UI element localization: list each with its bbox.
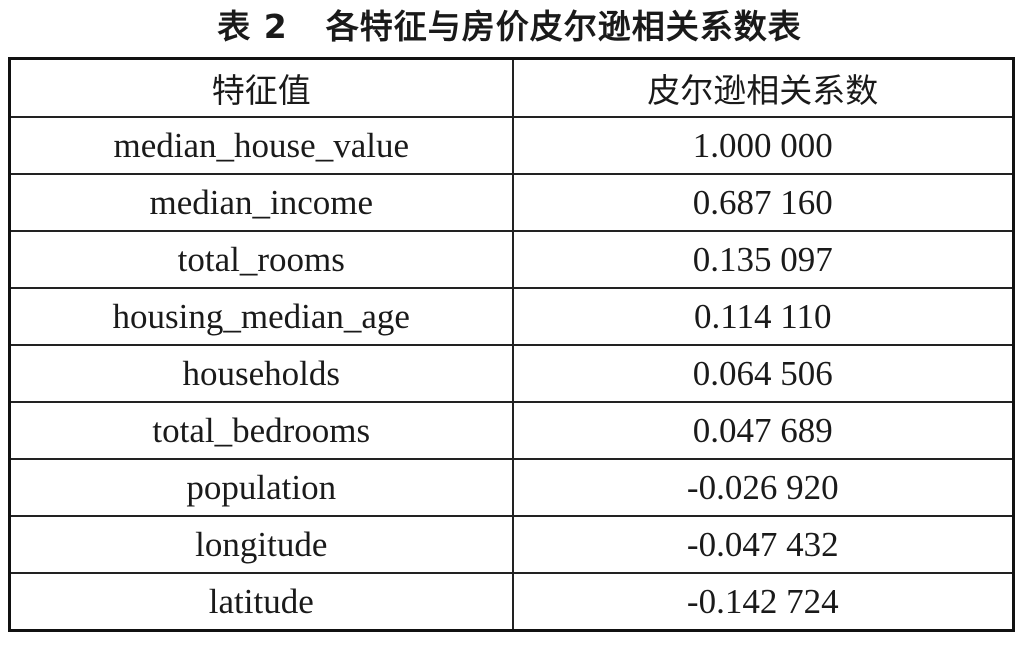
feature-cell: population [8,458,514,517]
table-row: housing_median_age 0.114 110 [8,287,1015,346]
coefficient-cell: 0.047 689 [511,401,1015,460]
header-row: 特征值 皮尔逊相关系数 [8,57,1015,118]
coefficient-cell: 0.064 506 [511,344,1015,403]
feature-cell: total_bedrooms [8,401,514,460]
table-row: population -0.026 920 [8,458,1015,517]
header-coefficient: 皮尔逊相关系数 [511,57,1015,118]
feature-cell: total_rooms [8,230,514,289]
coefficient-cell: -0.142 724 [511,572,1015,632]
table-row: total_rooms 0.135 097 [8,230,1015,289]
feature-cell: longitude [8,515,514,574]
feature-cell: households [8,344,514,403]
table-row: households 0.064 506 [8,344,1015,403]
coefficient-cell: -0.026 920 [511,458,1015,517]
coefficient-cell: 1.000 000 [511,116,1015,175]
table-row: median_house_value 1.000 000 [8,116,1015,175]
coefficient-cell: 0.687 160 [511,173,1015,232]
feature-cell: housing_median_age [8,287,514,346]
table-title: 各特征与房价皮尔逊相关系数表 [325,7,802,46]
table-row: total_bedrooms 0.047 689 [8,401,1015,460]
coefficient-cell: -0.047 432 [511,515,1015,574]
correlation-table: 特征值 皮尔逊相关系数 median_house_value 1.000 000… [8,57,1015,632]
table-row: longitude -0.047 432 [8,515,1015,574]
header-feature: 特征值 [8,57,514,118]
feature-cell: median_house_value [8,116,514,175]
coefficient-cell: 0.135 097 [511,230,1015,289]
coefficient-cell: 0.114 110 [511,287,1015,346]
table-row: median_income 0.687 160 [8,173,1015,232]
table-caption: 表 2 各特征与房价皮尔逊相关系数表 [0,4,1019,50]
table-row: latitude -0.142 724 [8,572,1015,632]
table-number: 表 2 [217,7,288,46]
feature-cell: median_income [8,173,514,232]
feature-cell: latitude [8,572,514,632]
